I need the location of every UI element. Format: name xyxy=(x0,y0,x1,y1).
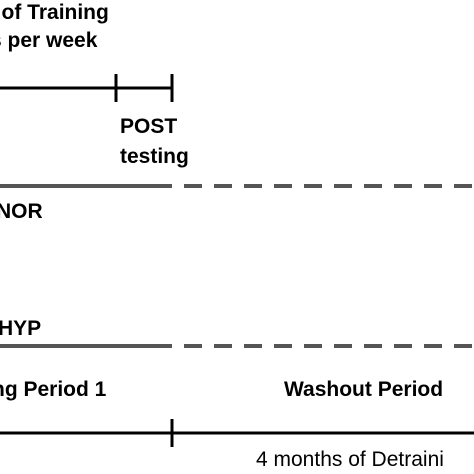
training-frequency-label: s per week xyxy=(0,29,98,52)
nor-group-label: NOR xyxy=(0,200,43,223)
training-duration-label: s of Training xyxy=(0,1,109,24)
post-testing-label-line2: testing xyxy=(120,145,189,168)
washout-period-label: Washout Period xyxy=(284,378,444,401)
training-period-label: ng Period 1 xyxy=(0,378,107,401)
hyp-group-label: HYP xyxy=(0,317,42,340)
detraining-duration-label: 4 months of Detraini xyxy=(256,448,444,471)
post-testing-label-line1: POST xyxy=(120,115,178,138)
